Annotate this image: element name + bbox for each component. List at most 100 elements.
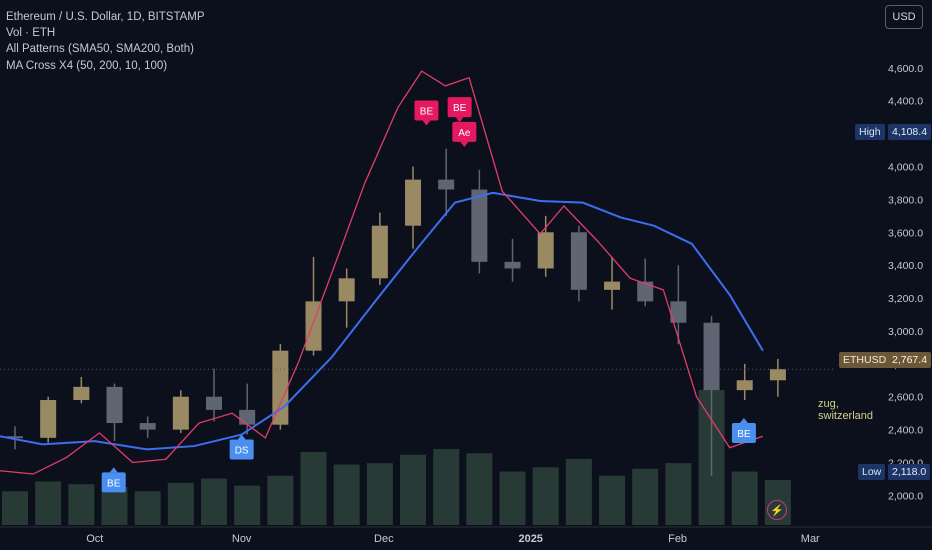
pattern-marker: BE	[414, 100, 439, 126]
volume-bar	[565, 458, 592, 525]
high-label: High	[855, 124, 885, 140]
x-tick-label: Oct	[86, 533, 103, 545]
y-tick-label: 2,600.0	[888, 392, 923, 404]
marker-pointer	[237, 434, 246, 440]
legend-ma-cross[interactable]: MA Cross X4 (50, 200, 10, 100)	[6, 59, 168, 72]
moving-average-lines	[0, 70, 764, 475]
last-price-tag: 2,767.4	[888, 352, 932, 368]
x-tick-label: Mar	[801, 533, 820, 545]
low-value: 2,118.0	[888, 464, 931, 480]
y-tick-label: 2,000.0	[888, 490, 923, 502]
chart-legend: Ethereum / U.S. Dollar, 1D, BITSTAMP Vol…	[6, 9, 205, 74]
candle-body	[637, 281, 654, 302]
volume-bars	[2, 390, 791, 525]
candle-body	[338, 278, 355, 302]
volume-bar	[499, 471, 526, 525]
x-tick-label: Feb	[668, 533, 687, 545]
y-tick-label: 3,600.0	[888, 227, 923, 239]
pattern-marker: DS	[229, 434, 254, 460]
x-tick-label: 2025	[518, 533, 542, 545]
volume-bar	[466, 453, 493, 525]
volume-bar	[267, 475, 294, 525]
volume-bar	[632, 468, 659, 525]
x-tick-label: Dec	[374, 533, 394, 545]
x-tick-label: Nov	[232, 533, 252, 545]
y-tick-label: 3,000.0	[888, 326, 923, 338]
marker-pointer	[422, 120, 431, 126]
candle-body	[239, 409, 256, 425]
legend-volume[interactable]: Vol · ETH	[6, 27, 56, 40]
marker-label: BE	[737, 429, 751, 440]
candle-body	[570, 232, 587, 290]
marker-label: DS	[235, 445, 249, 456]
marker-pointer	[109, 467, 118, 473]
marker-box	[447, 97, 472, 118]
candle-body	[206, 396, 223, 410]
y-tick-label: 3,200.0	[888, 293, 923, 305]
time-axis[interactable]: Oct Nov Dec 2025 Feb Mar	[0, 526, 932, 545]
marker-pointer	[455, 117, 464, 123]
candle-body	[40, 400, 57, 438]
volume-bar	[532, 467, 559, 525]
candle-body	[7, 436, 23, 439]
volume-bar	[400, 454, 427, 525]
marker-label: BE	[420, 106, 434, 117]
volume-bar	[2, 491, 28, 525]
pattern-markers[interactable]: BE DS BE BE Ae BE	[101, 97, 756, 493]
marker-pointer	[739, 418, 748, 424]
marker-box	[414, 100, 439, 121]
pattern-marker: BE	[731, 418, 756, 444]
marker-box	[101, 472, 126, 493]
volume-bar	[599, 475, 626, 525]
volume-bar	[167, 482, 194, 525]
y-tick-label: 3,400.0	[888, 260, 923, 272]
candle-body	[769, 369, 786, 381]
note-line-2: switzerland	[818, 410, 874, 422]
candle-body	[106, 386, 123, 424]
high-value: 4,108.4	[888, 124, 932, 140]
candle-body	[471, 189, 488, 262]
lightning-icon[interactable]: ⚡	[767, 500, 787, 520]
y-tick-label: 4,400.0	[888, 96, 923, 108]
low-label: Low	[858, 464, 886, 480]
symbol-tag: ETHUSD	[839, 352, 891, 368]
volume-bar	[35, 481, 62, 525]
marker-box	[731, 423, 756, 444]
currency-button[interactable]: USD	[885, 5, 923, 29]
note-line-1: zug,	[818, 398, 839, 410]
y-tick-label: 4,600.0	[888, 63, 923, 75]
volume-bar	[731, 471, 758, 525]
volume-bar	[68, 484, 95, 525]
pattern-marker: Ae	[452, 121, 477, 147]
candle-body	[305, 301, 322, 351]
ma-line-pink	[0, 70, 764, 475]
legend-patterns[interactable]: All Patterns (SMA50, SMA200, Both)	[6, 43, 194, 56]
candle-body	[604, 281, 621, 290]
candlesticks	[7, 148, 786, 476]
marker-box	[229, 439, 254, 460]
volume-bar	[134, 491, 161, 525]
volume-bar	[333, 464, 360, 525]
candle-body	[736, 380, 753, 391]
ma-line-blue	[0, 191, 764, 451]
volume-bar	[433, 449, 460, 525]
candle-body	[172, 396, 189, 430]
marker-pointer	[460, 141, 469, 147]
marker-box	[452, 121, 477, 142]
candle-body	[405, 179, 422, 226]
candle-body	[371, 225, 388, 279]
candle-body	[139, 423, 156, 430]
y-tick-label: 4,000.0	[888, 161, 923, 173]
volume-bar	[300, 451, 327, 525]
marker-label: BE	[453, 103, 467, 114]
location-note: zug, switzerland	[818, 398, 873, 422]
candle-body	[537, 232, 554, 269]
candle-body	[73, 386, 90, 401]
legend-title[interactable]: Ethereum / U.S. Dollar, 1D, BITSTAMP	[6, 11, 205, 23]
volume-bar	[201, 478, 228, 525]
volume-bar	[101, 487, 128, 525]
pattern-marker: BE	[447, 97, 472, 123]
volume-bar	[366, 463, 393, 525]
